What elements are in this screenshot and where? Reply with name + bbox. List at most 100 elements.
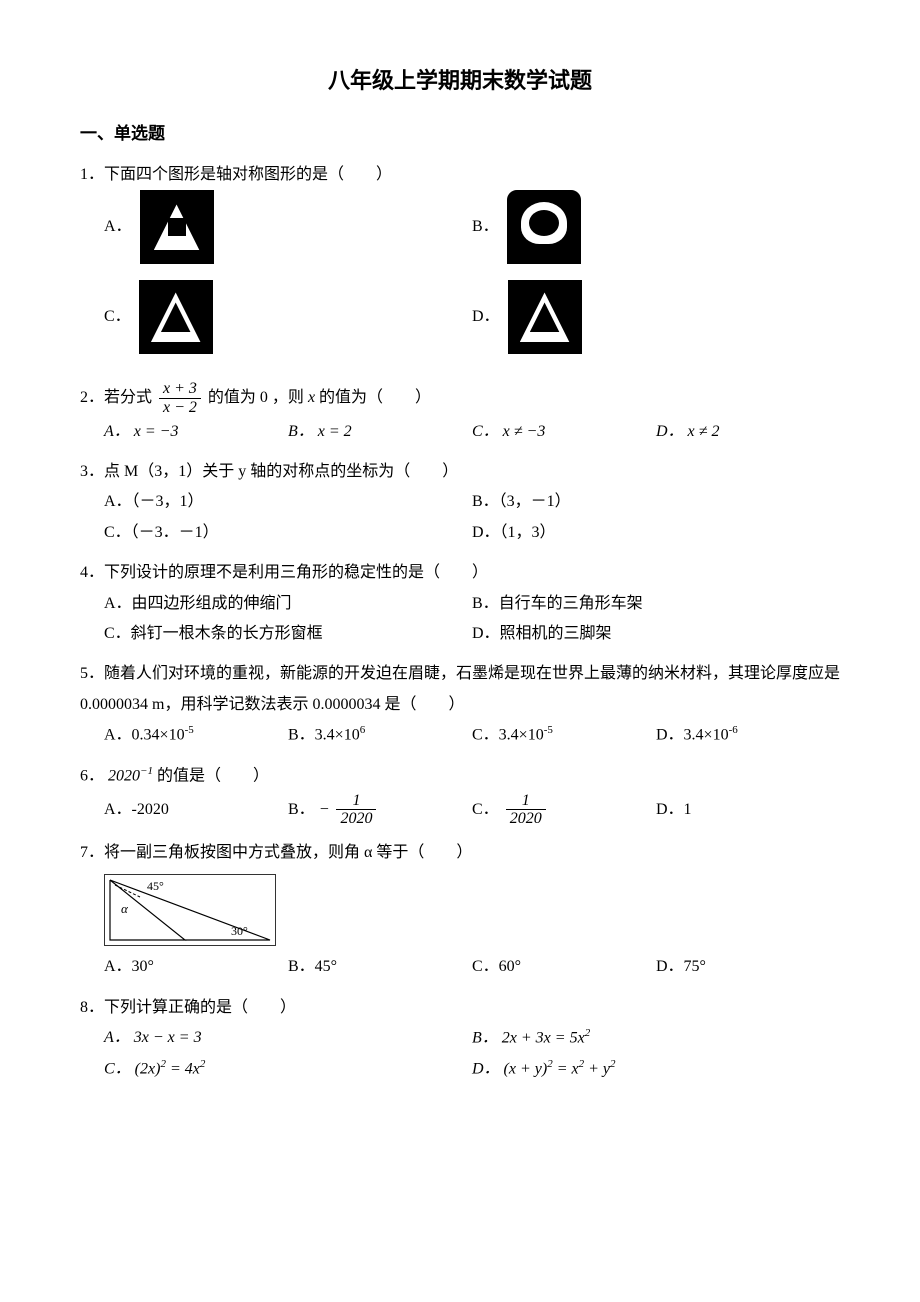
q1-opt-a-label: A． (104, 212, 132, 242)
q2-lead: 2．若分式 (80, 389, 156, 406)
q3-opt-b: B．（3，－1） (472, 487, 840, 517)
q6-c-den: 2020 (506, 810, 546, 828)
q8-opt-c: C． (2x)2 = 4x2 (104, 1054, 472, 1085)
q2-frac-den: x − 2 (159, 399, 201, 417)
q6-b-frac: 1 2020 (336, 792, 376, 828)
q6-options: A．-2020 B． − 1 2020 C． 1 2020 D．1 (104, 792, 840, 828)
q3-options-2: C．（－3．－1） D．（1，3） (104, 518, 840, 548)
q5-a-pre: A．0.34×10 (104, 727, 185, 744)
q1-opt-b: B． (472, 190, 840, 264)
q7-label-45: 45° (147, 875, 164, 898)
q7-label-alpha: α (121, 897, 128, 922)
q5-opt-d: D．3.4×10-6 (656, 720, 840, 751)
question-5: 5．随着人们对环境的重视，新能源的开发迫在眉睫，石墨烯是现在世界上最薄的纳米材料… (80, 659, 840, 751)
q8-d-mid: = x (553, 1060, 579, 1077)
q5-a-sup: -5 (185, 724, 194, 736)
q6-opt-a: A．-2020 (104, 795, 288, 825)
q4-opt-d: D．照相机的三脚架 (472, 619, 840, 649)
q8-c-sup2: 2 (200, 1058, 206, 1070)
q4-opt-b: B．自行车的三角形车架 (472, 589, 840, 619)
q8-opt-b: B． 2x + 3x = 5x2 (472, 1023, 840, 1054)
q6-opt-c: C． 1 2020 (472, 792, 656, 828)
q6-c-pre: C． (472, 800, 499, 817)
page-title: 八年级上学期期末数学试题 (80, 60, 840, 102)
q1-opt-a-image (140, 190, 214, 264)
q7-figure: 45° α 30° (104, 874, 276, 946)
q6-base: 2020 (108, 767, 140, 784)
q5-options: A．0.34×10-5 B．3.4×106 C．3.4×10-5 D．3.4×1… (104, 720, 840, 751)
q6-opt-b: B． − 1 2020 (288, 792, 472, 828)
q8-b-pre: B． 2x + 3x = 5x (472, 1029, 585, 1046)
q2-options: A． x = −3 B． x = 2 C． x ≠ −3 D． x ≠ 2 (104, 417, 840, 447)
q6-c-frac: 1 2020 (506, 792, 546, 828)
q5-d-sup: -6 (729, 724, 738, 736)
q5-opt-a: A．0.34×10-5 (104, 720, 288, 751)
section-heading-1: 一、单选题 (80, 118, 840, 150)
q7-label-30: 30° (231, 920, 248, 943)
q1-opt-b-label: B． (472, 212, 499, 242)
q8-d-mid2: + y (584, 1060, 610, 1077)
q4-options-1: A．由四边形组成的伸缩门 B．自行车的三角形车架 (104, 589, 840, 619)
q8-opt-a: A． 3x − x = 3 (104, 1023, 472, 1054)
q1-options: A． B． C． D． (104, 190, 840, 370)
q8-options-1: A． 3x − x = 3 B． 2x + 3x = 5x2 (104, 1023, 840, 1054)
q2-opt-b: B． x = 2 (288, 417, 472, 447)
q1-opt-c: C． (104, 280, 472, 354)
q7-stem: 7．将一副三角板按图中方式叠放，则角 α 等于（ ） (80, 838, 840, 868)
q8-c-mid: = 4x (166, 1060, 200, 1077)
q6-b-den: 2020 (336, 810, 376, 828)
q1-opt-b-image (507, 190, 581, 264)
question-4: 4．下列设计的原理不是利用三角形的稳定性的是（ ） A．由四边形组成的伸缩门 B… (80, 558, 840, 649)
q4-stem: 4．下列设计的原理不是利用三角形的稳定性的是（ ） (80, 558, 840, 588)
q6-exp: −1 (140, 765, 153, 777)
q4-options-2: C．斜钉一根木条的长方形窗框 D．照相机的三脚架 (104, 619, 840, 649)
q3-stem: 3．点 M（3，1）关于 y 轴的对称点的坐标为（ ） (80, 457, 840, 487)
q3-opt-c: C．（－3．－1） (104, 518, 472, 548)
q5-d-pre: D．3.4×10 (656, 727, 729, 744)
q1-stem: 1．下面四个图形是轴对称图形的是（ ） (80, 160, 840, 190)
q3-opt-d: D．（1，3） (472, 518, 840, 548)
q7-opt-b: B．45° (288, 952, 472, 982)
q7-opt-d: D．75° (656, 952, 840, 982)
q1-opt-a: A． (104, 190, 472, 264)
question-3: 3．点 M（3，1）关于 y 轴的对称点的坐标为（ ） A．（－3，1） B．（… (80, 457, 840, 548)
q1-opt-c-image (139, 280, 213, 354)
q2-opt-d: D． x ≠ 2 (656, 417, 840, 447)
q5-b-sup: 6 (360, 724, 366, 736)
q5-c-sup: -5 (544, 724, 553, 736)
q1-opt-d-image (508, 280, 582, 354)
q5-c-pre: C．3.4×10 (472, 727, 544, 744)
q6-opt-d: D．1 (656, 795, 840, 825)
q8-options-2: C． (2x)2 = 4x2 D． (x + y)2 = x2 + y2 (104, 1054, 840, 1085)
q2-opt-c: C． x ≠ −3 (472, 417, 656, 447)
question-2: 2．若分式 x + 3 x − 2 的值为 0 ，则 x 的值为（ ） A． x… (80, 380, 840, 447)
q8-d-pre: D． (x + y) (472, 1060, 547, 1077)
q3-options-1: A．（－3，1） B．（3，－1） (104, 487, 840, 517)
q6-c-num: 1 (506, 792, 546, 811)
question-7: 7．将一副三角板按图中方式叠放，则角 α 等于（ ） 45° α 30° A．3… (80, 838, 840, 983)
q7-opt-c: C．60° (472, 952, 656, 982)
q7-opt-a: A．30° (104, 952, 288, 982)
q6-b-pre: B． (288, 800, 315, 817)
q8-stem: 8．下列计算正确的是（ ） (80, 993, 840, 1023)
q2-var: x (308, 389, 315, 406)
q1-opt-d-label: D． (472, 302, 500, 332)
question-8: 8．下列计算正确的是（ ） A． 3x − x = 3 B． 2x + 3x =… (80, 993, 840, 1085)
q1-opt-c-label: C． (104, 302, 131, 332)
q2-frac-num: x + 3 (159, 380, 201, 399)
q1-opt-d: D． (472, 280, 840, 354)
q5-opt-b: B．3.4×106 (288, 720, 472, 751)
q6-b-sign: − (319, 800, 330, 817)
q4-opt-c: C．斜钉一根木条的长方形窗框 (104, 619, 472, 649)
q8-d-sup3: 2 (610, 1058, 616, 1070)
q5-stem: 5．随着人们对环境的重视，新能源的开发迫在眉睫，石墨烯是现在世界上最薄的纳米材料… (80, 659, 840, 720)
q2-tail: 的值为（ ） (319, 389, 431, 406)
question-1: 1．下面四个图形是轴对称图形的是（ ） A． B． C． D． (80, 160, 840, 370)
q8-b-sup: 2 (585, 1027, 591, 1039)
q3-opt-a: A．（－3，1） (104, 487, 472, 517)
q4-opt-a: A．由四边形组成的伸缩门 (104, 589, 472, 619)
q8-c-pre: C． (2x) (104, 1060, 160, 1077)
question-6: 6． 2020−1 的值是（ ） A．-2020 B． − 1 2020 C． … (80, 761, 840, 828)
q5-b-pre: B．3.4×10 (288, 727, 360, 744)
q2-mid: 的值为 0 ，则 (208, 389, 308, 406)
